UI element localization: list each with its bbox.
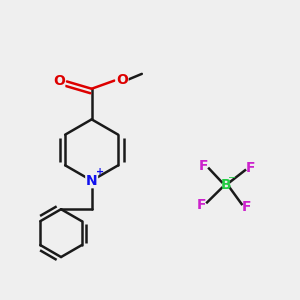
Text: N: N: [86, 174, 98, 188]
Text: F: F: [246, 161, 255, 175]
Text: −: −: [229, 173, 237, 183]
Text: O: O: [116, 73, 128, 87]
Text: F: F: [199, 159, 209, 173]
Text: B: B: [220, 178, 231, 192]
Text: F: F: [197, 198, 207, 212]
Text: F: F: [242, 200, 251, 214]
Text: O: O: [53, 74, 64, 88]
Text: +: +: [96, 167, 104, 178]
